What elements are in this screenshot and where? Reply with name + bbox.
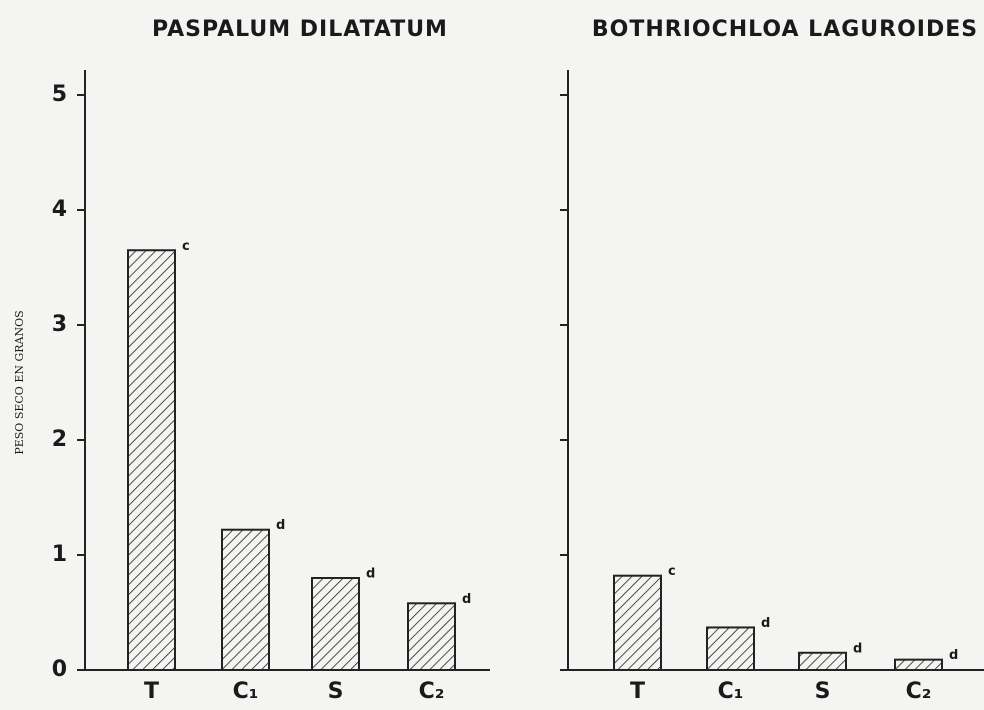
x-tick-label: T: [144, 679, 159, 704]
bar-annotation: d: [366, 567, 375, 582]
x-tick-label: C₂: [419, 679, 445, 704]
chart-title: BOTHRIOCHLOA LAGUROIDES: [592, 17, 978, 42]
x-tick-label: T: [630, 679, 645, 704]
bar: [407, 602, 456, 671]
bar-annotation: d: [462, 592, 471, 607]
bar: [706, 626, 755, 672]
x-tick-label: S: [328, 679, 344, 704]
y-tick-label: 4: [52, 197, 67, 222]
chart-title: PASPALUM DILATATUM: [152, 17, 448, 42]
y-tick-label: 1: [52, 542, 67, 567]
y-tick-label: 5: [52, 82, 67, 107]
y-tick-label: 3: [52, 312, 67, 337]
y-axis-label: PESO SECO EN GRANOS: [13, 310, 26, 454]
x-tick-label: C₂: [906, 679, 932, 704]
bar: [894, 658, 943, 672]
x-tick-label: S: [815, 679, 831, 704]
bar-annotation: d: [276, 518, 285, 533]
bar: [798, 651, 847, 671]
bar: [613, 574, 662, 672]
bar: [127, 249, 176, 671]
bar-annotation: d: [761, 616, 770, 631]
bar-annotation: d: [853, 641, 862, 656]
bar-annotation: c: [182, 239, 190, 254]
x-tick-label: C₁: [718, 679, 744, 704]
bar-annotation: c: [668, 564, 676, 579]
y-tick-label: 0: [52, 657, 67, 682]
x-tick-label: C₁: [233, 679, 259, 704]
bar: [221, 528, 270, 672]
bar: [311, 577, 360, 671]
bar-annotation: d: [949, 648, 958, 663]
y-tick-label: 2: [52, 427, 67, 452]
